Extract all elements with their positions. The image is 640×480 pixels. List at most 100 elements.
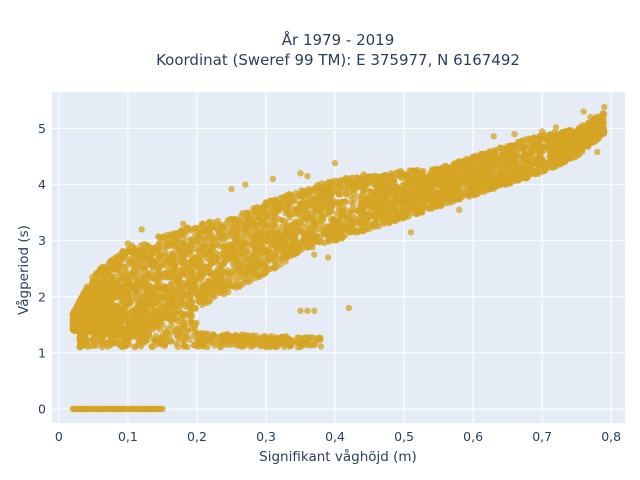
data-point: [410, 206, 417, 213]
data-point: [239, 252, 246, 259]
data-point: [335, 224, 342, 231]
data-point: [560, 135, 567, 142]
data-point: [391, 192, 398, 199]
data-point: [507, 146, 515, 153]
data-point: [240, 241, 247, 249]
data-point: [316, 196, 323, 203]
data-point: [328, 233, 335, 240]
data-point: [197, 230, 204, 237]
data-point: [141, 297, 148, 304]
data-point: [108, 298, 115, 306]
data-point: [536, 135, 543, 143]
data-point: [108, 263, 116, 270]
data-point: [258, 218, 265, 225]
data-point: [114, 302, 122, 309]
data-point: [294, 249, 301, 256]
data-point-outlier: [242, 181, 249, 188]
data-point: [119, 330, 126, 338]
data-point: [476, 178, 484, 185]
data-point: [189, 283, 197, 290]
data-point: [225, 288, 232, 296]
data-point: [182, 264, 190, 271]
data-point: [380, 220, 387, 227]
data-point: [359, 224, 366, 231]
data-point: [401, 179, 409, 187]
data-point: [401, 191, 408, 198]
data-point: [97, 295, 104, 303]
data-point: [138, 308, 146, 315]
data-point: [392, 207, 399, 214]
data-point: [316, 334, 323, 341]
data-point: [201, 291, 208, 299]
data-point: [419, 183, 426, 190]
data-point: [84, 314, 92, 321]
data-point: [532, 167, 539, 175]
data-point: [286, 211, 293, 219]
data-point: [170, 240, 177, 247]
data-point: [250, 251, 258, 259]
data-point: [192, 304, 199, 312]
data-point: [228, 241, 235, 248]
data-point: [109, 339, 116, 347]
data-point: [298, 193, 306, 201]
data-point: [212, 257, 219, 264]
data-point: [348, 198, 355, 206]
data-point: [218, 278, 226, 285]
data-point: [544, 137, 551, 144]
data-point-outlier: [304, 173, 311, 180]
data-point: [474, 191, 481, 198]
data-point-outlier: [511, 130, 518, 138]
data-point: [287, 202, 294, 210]
data-point: [454, 195, 462, 203]
data-point: [203, 269, 210, 276]
data-point: [224, 228, 232, 236]
data-point: [121, 302, 128, 309]
data-point: [192, 238, 199, 245]
data-point: [441, 182, 448, 189]
data-point: [328, 190, 335, 198]
data-point: [260, 271, 268, 278]
data-point: [196, 298, 203, 306]
data-point: [97, 327, 104, 335]
data-point: [141, 240, 148, 248]
data-point: [422, 201, 429, 208]
data-point: [567, 127, 574, 134]
data-point: [76, 309, 83, 316]
data-point-outlier: [228, 185, 235, 193]
data-point: [397, 168, 404, 175]
data-point: [448, 184, 456, 192]
data-point: [178, 298, 185, 305]
data-point: [395, 188, 402, 195]
data-point: [228, 339, 235, 346]
data-point: [250, 242, 258, 249]
data-point: [166, 296, 174, 304]
data-point: [373, 174, 381, 181]
data-point: [176, 330, 183, 337]
data-point: [231, 281, 239, 289]
data-point: [275, 203, 282, 211]
data-point: [294, 228, 301, 235]
data-point: [579, 126, 586, 133]
data-point: [121, 251, 128, 258]
data-point: [177, 278, 184, 285]
data-point-outlier: [180, 220, 187, 227]
data-point: [500, 150, 508, 158]
data-point: [600, 120, 607, 128]
data-point: [115, 318, 122, 325]
data-point: [362, 181, 369, 188]
data-point: [387, 217, 395, 224]
data-point: [174, 325, 181, 332]
data-point: [427, 197, 434, 204]
data-point: [185, 251, 192, 258]
data-point: [254, 237, 261, 244]
data-point: [415, 197, 422, 205]
data-point: [148, 317, 155, 325]
data-point: [267, 339, 274, 346]
data-point: [304, 237, 311, 244]
data-point: [479, 173, 486, 180]
data-point: [424, 187, 431, 194]
data-point: [126, 292, 133, 300]
data-point: [247, 276, 255, 284]
data-point: [220, 260, 227, 268]
data-point: [103, 313, 110, 320]
